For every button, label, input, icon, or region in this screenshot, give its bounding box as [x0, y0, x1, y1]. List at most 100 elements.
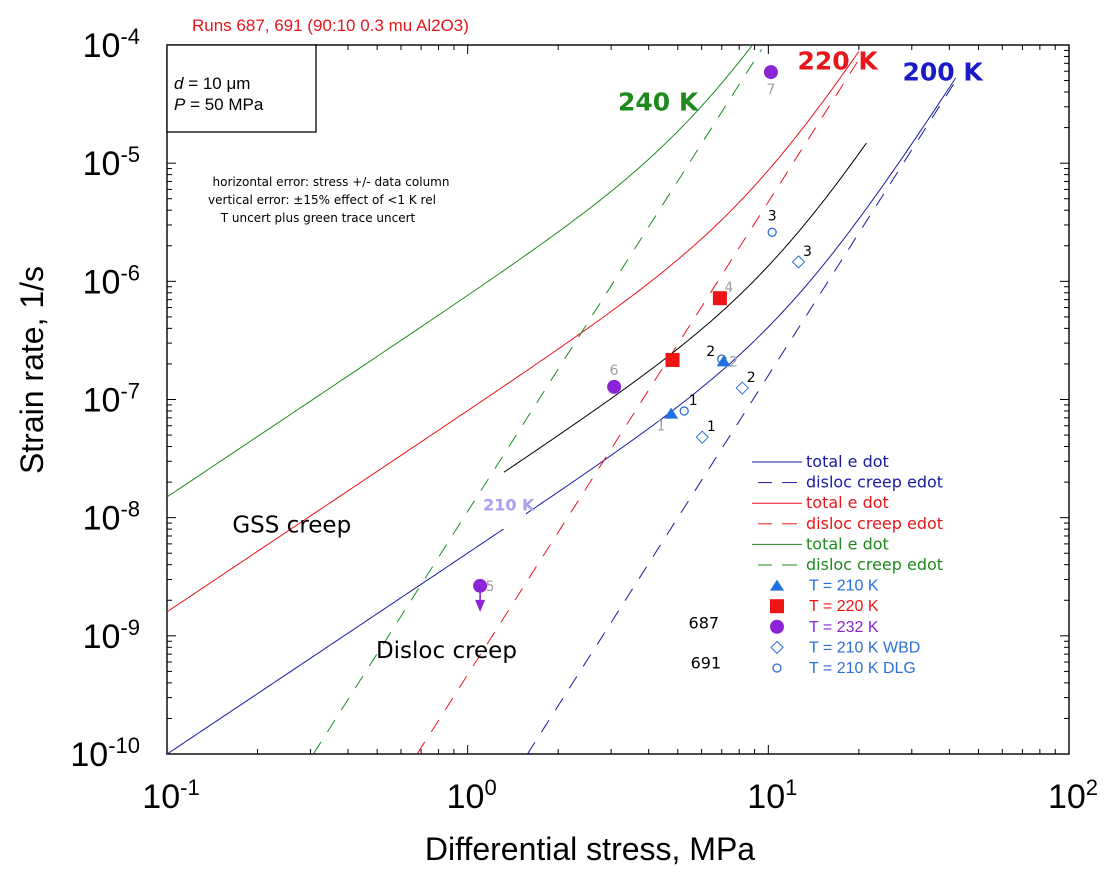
annotations: 240 K 220 K 200 K 210 K GSS creep Disloc cree…	[232, 47, 984, 673]
data-point-square	[712, 291, 727, 306]
annotation-label: 200 K	[903, 58, 985, 87]
data-point-label: 3	[768, 208, 777, 224]
x-tick-label: 100	[447, 775, 497, 816]
legend-entry: T = 220 K	[770, 598, 879, 615]
y-tick-label: 10-8	[83, 497, 140, 538]
total-rate-line-210k	[503, 142, 867, 473]
error-note-line: T uncert plus green trace uncert	[220, 211, 416, 225]
data-point-circle-open	[679, 406, 689, 416]
y-tick-label: 10-4	[83, 24, 140, 65]
legend-label: disloc creep edot	[806, 555, 943, 574]
legend-entry: T = 210 K WBD	[770, 639, 920, 656]
legend-swatch-marker	[770, 579, 784, 591]
data-point-triangle	[664, 407, 679, 419]
legend-label: T = 210 K WBD	[809, 639, 920, 656]
x-tick-label: 10-1	[142, 775, 199, 816]
series-lines	[167, 45, 957, 754]
error-note-line: horizontal error: stress +/- data column	[213, 175, 450, 189]
legend-entry: T = 210 K DLG	[772, 660, 916, 677]
disloc-creep-line-240k	[313, 49, 763, 754]
data-point-label: 6	[610, 363, 619, 379]
y-tick-labels: 10-4 10-5 10-6 10-7 10-8 10-9 10-10	[70, 24, 140, 774]
error-note-line: vertical error: ±15% effect of <1 K rel	[208, 193, 436, 207]
data-point-diamond-open	[791, 255, 806, 269]
legend-label: total e dot	[806, 493, 889, 512]
upper-limit-arrowhead	[475, 599, 486, 612]
data-points: 1 2 4 6 7 5 1 2 3 1 2 3	[473, 65, 812, 612]
legend-swatch-marker	[772, 663, 782, 673]
legend-entry: T = 232 K	[770, 619, 879, 636]
data-point-circle-open	[717, 354, 727, 364]
y-tick-label: 10-7	[83, 379, 140, 420]
total-rate-line-240k	[167, 45, 754, 498]
plot-border	[166, 44, 1070, 755]
disloc-creep-line-220k	[416, 59, 860, 754]
annotation-label: 691	[691, 653, 722, 672]
legend-entry: disloc creep edot	[758, 473, 943, 492]
y-tick-label: 10-5	[83, 142, 140, 183]
legend-label: T = 210 K DLG	[809, 660, 916, 677]
legend-swatch-marker	[770, 640, 784, 655]
data-point-diamond-open	[695, 430, 709, 444]
x-axis-label: Differential stress, MPa	[425, 831, 755, 867]
data-point-label: 2	[747, 370, 756, 386]
data-point-diamond-open	[735, 381, 749, 395]
tick-marks	[166, 45, 1069, 755]
legend-entry: total e dot	[752, 534, 889, 553]
data-point-label: 1	[689, 393, 698, 409]
data-point-circle	[763, 65, 778, 80]
legend-entry: T = 210 K	[770, 578, 879, 595]
data-point-label: 7	[766, 82, 775, 98]
y-axis-label: Strain rate, 1/s	[14, 266, 50, 474]
data-point-triangle	[716, 355, 731, 367]
data-point-square	[665, 352, 680, 367]
disloc-creep-line-200k	[526, 80, 957, 754]
plot-frame	[166, 44, 1070, 755]
legend-entry: total e dot	[752, 493, 889, 512]
annotation-label: 220 K	[797, 47, 879, 76]
legend-label: total e dot	[806, 452, 889, 471]
legend-swatch-marker	[770, 599, 784, 614]
legend-label: T = 210 K	[809, 578, 879, 595]
legend-entry: disloc creep edot	[758, 514, 943, 533]
label-gap	[490, 505, 526, 529]
annotation-label: 687	[689, 614, 720, 633]
param-grain-size: d = 10 μm	[174, 74, 250, 93]
data-point-label: 5	[486, 579, 495, 595]
chart-title: Runs 687, 691 (90:10 0.3 mu Al2O3)	[192, 16, 469, 35]
annotation-label: GSS creep	[232, 512, 351, 538]
data-point-label: 4	[724, 280, 733, 296]
x-tick-label: 102	[1048, 775, 1098, 816]
x-tick-label: 101	[747, 775, 797, 816]
annotation-label: 240 K	[618, 87, 700, 116]
legend-label: disloc creep edot	[806, 473, 943, 492]
params-box-frame	[166, 44, 317, 133]
param-pressure: P = 50 MPa	[174, 95, 264, 114]
legend-entry: total e dot	[752, 452, 889, 471]
total-rate-line-220k	[167, 51, 860, 613]
legend-label: T = 220 K	[809, 598, 879, 615]
data-point-circle	[607, 379, 622, 394]
data-point-label: 1	[707, 419, 716, 435]
x-tick-labels: 10-1 100 101 102	[142, 775, 1098, 816]
legend-label: T = 232 K	[809, 619, 879, 636]
annotation-label: 210 K	[483, 495, 535, 514]
data-point-label: 1	[657, 419, 666, 435]
legend-swatch-marker	[770, 619, 784, 634]
legend-label: disloc creep edot	[806, 514, 943, 533]
data-point-label: 3	[803, 244, 812, 260]
legend-label: total e dot	[806, 534, 889, 553]
total-rate-line-200k	[167, 77, 957, 754]
data-point-label: 2	[706, 344, 715, 360]
legend-entry: disloc creep edot	[758, 555, 943, 574]
data-point-label: 2	[729, 354, 738, 370]
params-box: d = 10 μm P = 50 MPa	[166, 44, 317, 133]
y-tick-label: 10-10	[70, 733, 140, 774]
data-point-circle-open	[767, 227, 777, 237]
y-tick-label: 10-9	[83, 615, 140, 656]
annotation-label: Disloc creep	[376, 638, 517, 664]
y-tick-label: 10-6	[83, 260, 140, 301]
error-note: horizontal error: stress +/- data column…	[208, 175, 449, 225]
